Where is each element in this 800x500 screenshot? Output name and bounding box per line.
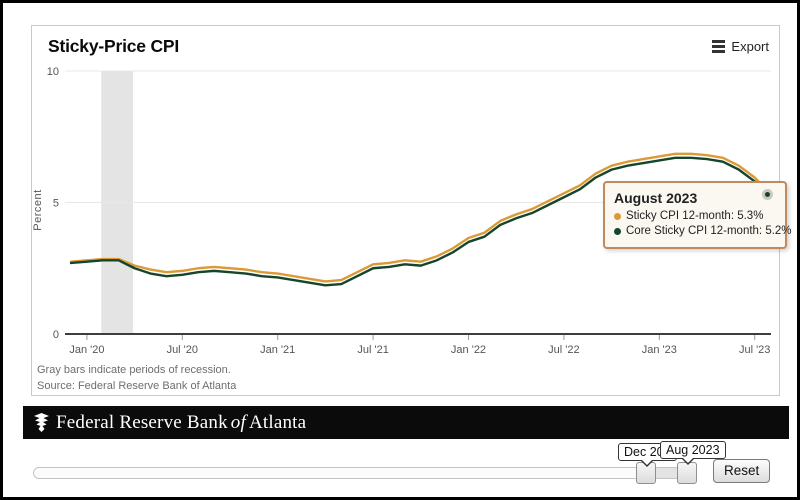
svg-text:5: 5: [53, 198, 59, 210]
banner-text-city: Atlanta: [248, 411, 307, 433]
range-handle-end[interactable]: [677, 462, 697, 484]
atlanta-fed-logo-icon: [34, 413, 49, 432]
callout-pointer-icon: [682, 457, 694, 463]
export-label: Export: [731, 39, 769, 54]
tooltip-row-core-label: Core Sticky CPI 12-month: 5.2%: [626, 225, 792, 237]
svg-text:Jan '22: Jan '22: [451, 344, 486, 356]
date-range-slider-track[interactable]: [33, 467, 695, 479]
svg-text:Jul '20: Jul '20: [167, 344, 198, 356]
sticky-series-bullet-icon: [614, 213, 621, 220]
svg-text:Jul '23: Jul '23: [739, 344, 770, 356]
tooltip-date: August 2023: [614, 190, 698, 206]
page-title: Sticky-Price CPI: [48, 36, 180, 56]
chart-canvas[interactable]: 0 5 10 Jan '20 Jul '20 Jan '21 Jul '21 Jan '22 J…: [32, 65, 779, 365]
tooltip-row-sticky: Sticky CPI 12-month: 5.3%: [614, 209, 776, 224]
core-series-bullet-icon: [614, 228, 621, 235]
tooltip-row-core: Core Sticky CPI 12-month: 5.2%: [614, 224, 792, 239]
atlanta-fed-banner: Federal Reserve Bank of Atlanta: [23, 406, 789, 439]
banner-text-of: of: [230, 411, 246, 433]
recession-note: Gray bars indicate periods of recession.: [37, 364, 231, 376]
chart-notes: Gray bars indicate periods of recession.…: [37, 362, 236, 394]
hover-point-marker: [762, 188, 774, 200]
svg-text:Jul '21: Jul '21: [357, 344, 388, 356]
banner-text-main: Federal Reserve Bank: [56, 411, 228, 433]
svg-text:Jul '22: Jul '22: [548, 344, 579, 356]
svg-text:Jan '21: Jan '21: [260, 344, 295, 356]
chart-tooltip: August 2023 Sticky CPI 12-month: 5.3% Co…: [603, 181, 792, 249]
tooltip-row-sticky-label: Sticky CPI 12-month: 5.3%: [626, 210, 764, 222]
chart-region[interactable]: 0 5 10 Jan '20 Jul '20 Jan '21 Jul '21 Jan '22 J…: [32, 65, 792, 365]
source-note: Source: Federal Reserve Bank of Atlanta: [37, 380, 237, 392]
range-end-label: Aug 2023: [660, 441, 726, 465]
callout-pointer-icon: [641, 459, 653, 465]
chart-panel: Sticky-Price CPI Export 0 5 10 Jan '20 Jul '…: [31, 25, 792, 396]
svg-text:Percent: Percent: [32, 189, 44, 230]
range-start-label-text: Dec 201: [624, 445, 671, 459]
export-button[interactable]: Export: [712, 39, 769, 54]
banner-text: Federal Reserve Bank of Atlanta: [56, 412, 306, 434]
range-end-label-text: Aug 2023: [666, 443, 720, 457]
date-range-selected: [646, 468, 688, 478]
reset-button[interactable]: Reset: [713, 459, 771, 483]
export-menu-icon: [712, 40, 726, 53]
svg-text:10: 10: [47, 66, 59, 78]
svg-text:Jan '20: Jan '20: [69, 344, 104, 356]
svg-text:Jan '23: Jan '23: [642, 344, 677, 356]
svg-text:0: 0: [53, 329, 59, 341]
